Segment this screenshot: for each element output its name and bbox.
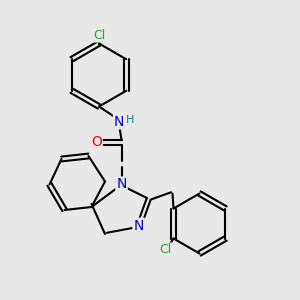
Text: N: N [114, 115, 124, 128]
Text: N: N [134, 219, 144, 232]
Text: Cl: Cl [93, 28, 105, 42]
Text: N: N [116, 178, 127, 191]
Text: O: O [91, 136, 102, 149]
Text: Cl: Cl [159, 243, 171, 256]
Text: H: H [126, 115, 134, 125]
